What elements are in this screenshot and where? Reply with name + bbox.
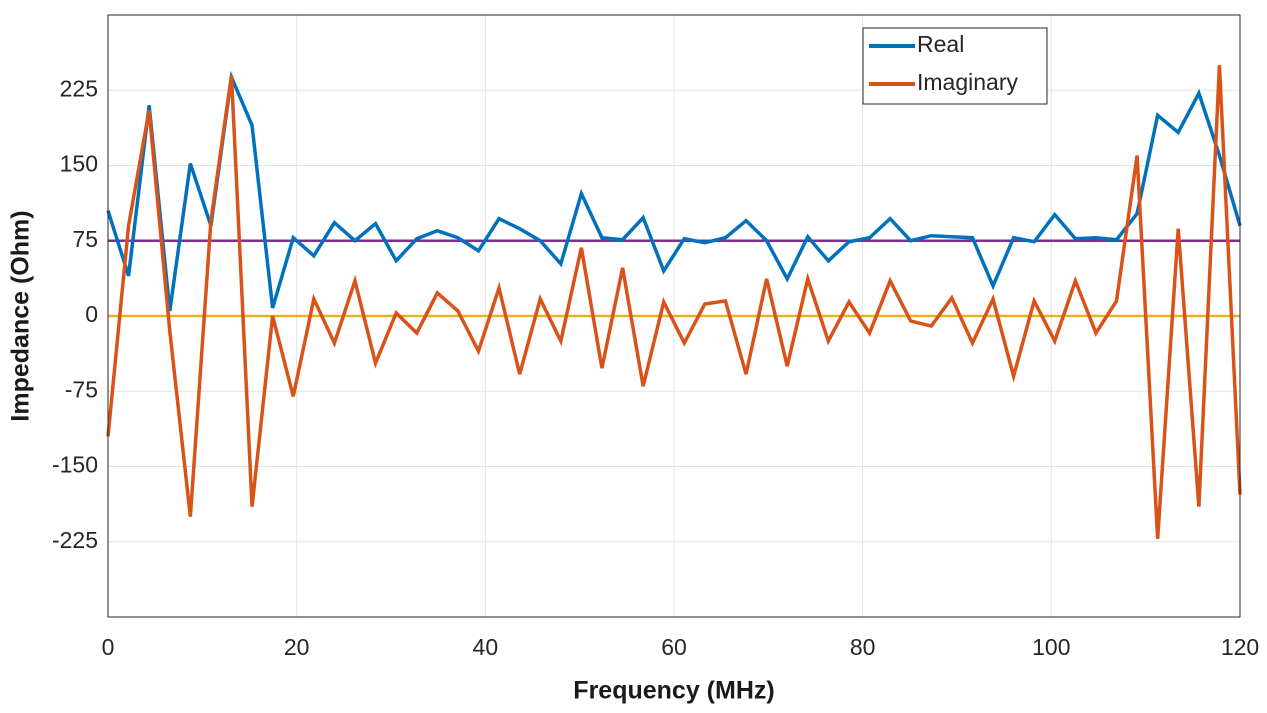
x-tick-label: 120 (1221, 634, 1259, 660)
x-tick-label: 0 (102, 634, 115, 660)
x-tick-label: 20 (284, 634, 310, 660)
x-tick-label: 60 (661, 634, 687, 660)
y-tick-label: -150 (52, 452, 98, 478)
legend-box (862, 27, 1048, 105)
x-tick-label: 80 (850, 634, 876, 660)
plot-border (107, 14, 1241, 618)
legend-label: Real (917, 31, 964, 57)
x-tick-label: 40 (473, 634, 499, 660)
y-tick-label: 150 (60, 151, 98, 177)
y-tick-label: -225 (52, 527, 98, 553)
y-tick-label: 75 (72, 226, 98, 252)
y-tick-label: 0 (85, 301, 98, 327)
y-axis-label: Impedance (Ohm) (7, 210, 35, 421)
legend-label: Imaginary (917, 69, 1018, 95)
x-axis-label: Frequency (MHz) (573, 677, 774, 705)
line-series (106, 65, 1242, 539)
y-tick-label: 225 (60, 75, 98, 101)
line-series (106, 70, 1242, 312)
y-tick-label: -75 (65, 376, 98, 402)
x-tick-label: 100 (1032, 634, 1070, 660)
